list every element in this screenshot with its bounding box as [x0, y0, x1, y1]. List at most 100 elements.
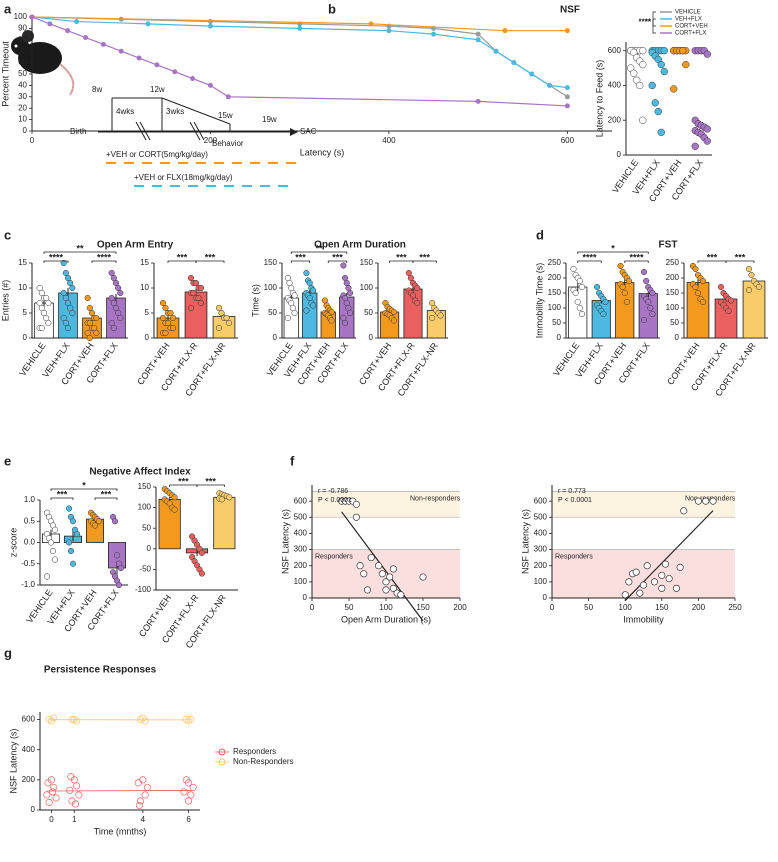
data-point	[639, 47, 647, 55]
data-point	[64, 324, 72, 332]
data-point	[342, 274, 349, 282]
data-point	[621, 289, 628, 297]
data-point	[91, 522, 99, 529]
data-point	[576, 277, 583, 285]
band-label: Non-responders	[410, 495, 461, 502]
data-point	[649, 289, 656, 297]
data-point	[621, 591, 629, 599]
data-point	[284, 314, 291, 322]
data-point	[108, 319, 115, 327]
data-point	[703, 137, 711, 145]
y-tick-label: 1.0	[24, 495, 36, 504]
x-tick-label: 100	[379, 603, 393, 612]
significance-bracket	[652, 11, 656, 34]
y-tick-label: 0	[675, 333, 680, 342]
y-tick-label: 200	[608, 115, 622, 124]
data-point	[192, 279, 200, 287]
y-tick-label: 250	[548, 258, 562, 267]
y-tick-label: 80	[18, 35, 27, 44]
data-point	[636, 589, 644, 597]
data-point	[665, 575, 673, 583]
data-point	[71, 800, 79, 808]
x-tick-label: 400	[382, 136, 396, 145]
y-tick-label: 0	[147, 544, 152, 553]
data-point	[639, 116, 647, 124]
data-point	[651, 99, 659, 107]
significance-bracket	[725, 260, 755, 263]
band-label: Responders	[555, 553, 593, 560]
data-point	[692, 265, 699, 273]
data-point	[110, 274, 117, 282]
y-tick-label: 0.5	[24, 516, 36, 525]
data-point	[572, 289, 579, 297]
data-point	[112, 279, 120, 287]
interval-label: 4wks	[116, 107, 134, 116]
x-tick-label: 600	[561, 136, 575, 145]
data-point	[185, 779, 193, 787]
y-tick-label: 600	[22, 715, 36, 724]
data-point	[367, 554, 375, 562]
significance-label: ****	[97, 252, 112, 262]
data-point	[67, 547, 75, 555]
legend-marker	[218, 748, 226, 756]
data-point	[703, 50, 711, 58]
data-point	[43, 573, 51, 580]
data-point	[670, 85, 678, 93]
data-point	[171, 506, 178, 513]
y-tick-label: 10	[140, 283, 149, 292]
data-point	[187, 304, 195, 312]
data-point	[141, 717, 149, 725]
significance-label: *	[82, 480, 86, 490]
data-point	[187, 791, 195, 799]
data-point	[414, 299, 421, 307]
y-tick-label: 600	[294, 496, 308, 505]
data-point	[195, 294, 202, 302]
data-point	[288, 284, 295, 292]
data-point	[143, 783, 151, 791]
data-point	[159, 299, 167, 307]
mouse-icon	[11, 30, 75, 96]
data-point	[198, 570, 205, 577]
data-point	[111, 518, 119, 525]
y-tick-label: 10	[18, 283, 27, 292]
y-tick-label: -0.5	[21, 559, 35, 568]
y-axis-label: Immobility Time (s)	[534, 263, 544, 339]
data-point	[47, 539, 55, 546]
x-axis-label: Open Arm Duration (s)	[341, 614, 431, 624]
y-tick-label: 90	[18, 24, 27, 33]
data-point	[699, 277, 707, 285]
data-point	[340, 262, 347, 269]
data-point	[40, 309, 48, 317]
series-line	[31, 16, 568, 107]
y-tick-label: 100	[264, 283, 278, 292]
age-label: 19w	[262, 115, 277, 124]
data-point	[291, 292, 298, 299]
x-tick-label: 200	[204, 136, 218, 145]
y-tick-label: 0	[31, 805, 36, 814]
x-axis-label: Time (mnths)	[94, 826, 147, 836]
data-point	[49, 788, 57, 796]
y-tick-label: 100	[360, 283, 374, 292]
y-tick-label: 400	[22, 745, 36, 754]
y-tick-label: 600	[534, 496, 548, 505]
x-tick-label: 250	[728, 603, 742, 612]
data-point	[342, 319, 349, 327]
y-tick-label: 150	[548, 288, 562, 297]
data-point	[345, 304, 352, 312]
series-point	[511, 60, 517, 66]
data-point	[657, 128, 665, 137]
significance-label: ****	[629, 252, 644, 262]
data-point	[375, 562, 383, 570]
y-tick-label: 50	[18, 69, 27, 78]
data-point	[345, 284, 352, 292]
data-point	[328, 317, 335, 324]
data-point	[112, 304, 120, 312]
data-point	[303, 269, 310, 277]
data-point	[692, 283, 699, 291]
data-point	[180, 788, 188, 796]
y-tick-label: 0	[273, 333, 278, 342]
y-tick-label: 50	[268, 308, 277, 317]
significance-label: ***	[707, 252, 718, 262]
data-point	[382, 586, 390, 594]
